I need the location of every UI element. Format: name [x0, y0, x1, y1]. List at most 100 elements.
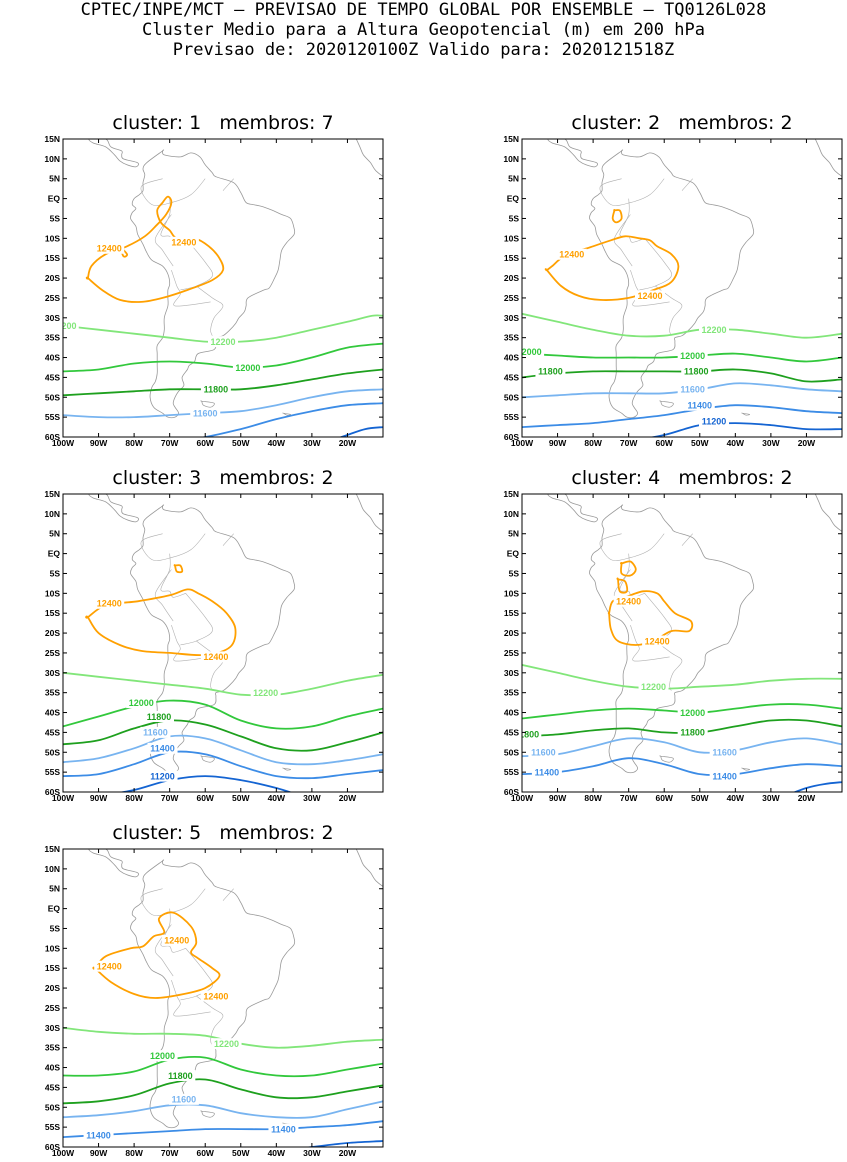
header-line-1: CPTEC/INPE/MCT — PREVISAO DE TEMPO GLOBA…	[80, 0, 767, 20]
map-layer: 12400 12400 12200 12000 11800 11600 11400 11200	[63, 494, 383, 792]
contour-label-12000: 12000	[680, 708, 705, 718]
country-border	[160, 908, 186, 953]
contour-12400	[85, 588, 237, 657]
contour-label-12400: 12400	[203, 652, 228, 662]
lon-tick-label: 100W	[511, 793, 534, 803]
contour-12200	[63, 314, 383, 344]
contour-11800	[63, 719, 383, 752]
contour-label-12000: 12000	[517, 347, 542, 357]
coastline-south-america	[589, 149, 755, 419]
lat-tick-label: 10N	[503, 154, 519, 164]
country-border	[681, 178, 693, 191]
lon-tick-label: 40W	[727, 793, 745, 803]
lon-tick-label: 60W	[655, 793, 673, 803]
contour-label-bg	[677, 707, 708, 719]
lat-tick-label: 50S	[45, 747, 60, 757]
lat-tick-label: 20S	[504, 273, 519, 283]
lat-tick-label: 45S	[45, 1082, 60, 1092]
country-border	[222, 178, 234, 191]
contour-label-bg	[83, 1129, 114, 1141]
contour-12400	[92, 911, 221, 999]
lat-tick-label: 40S	[504, 708, 519, 718]
country-border	[171, 980, 211, 1017]
lon-tick-label: 40W	[268, 1148, 286, 1158]
contour-label-bg	[94, 597, 125, 609]
lon-tick-label: 90W	[90, 438, 108, 448]
contour-label-12200: 12200	[253, 688, 278, 698]
panel-title: cluster: 2 membros: 2	[571, 112, 793, 134]
map-layer: 12400 12400 12200 12000 12000 11800 11800 11600…	[517, 139, 842, 437]
contour-label-11400: 11400	[86, 1130, 111, 1140]
island-outline	[139, 837, 167, 845]
lon-tick-label: 30W	[303, 793, 321, 803]
lat-tick-label: 25S	[504, 648, 519, 658]
lat-tick-label: 10S	[45, 233, 60, 243]
lat-tick-label: 45S	[45, 372, 60, 382]
contour-label-11800: 11800	[680, 728, 705, 738]
lon-tick-label: 100W	[52, 438, 75, 448]
contour-12000	[63, 1055, 383, 1078]
lon-tick-label: 50W	[232, 793, 250, 803]
contour-label-bg	[699, 324, 729, 336]
country-border	[655, 640, 683, 691]
lat-tick-label: 55S	[45, 1122, 60, 1132]
map-plot: 12400 12400 12200 12000 11800 11600 11400 11200…	[44, 489, 384, 803]
lat-tick-label: 55S	[504, 412, 519, 422]
contour-11200	[338, 426, 383, 437]
contour-label-bg	[638, 681, 669, 693]
contour-label-11400: 11400	[712, 771, 737, 781]
coastline-central-america	[88, 494, 139, 523]
country-border	[599, 533, 665, 561]
country-border	[160, 553, 186, 598]
header-line-3: Previsao de: 2020120100Z Valido para: 20…	[172, 40, 675, 60]
contour-label-11800: 11800	[684, 367, 709, 377]
country-border	[154, 569, 174, 622]
country-border	[639, 238, 672, 291]
lat-tick-label: 15S	[45, 963, 60, 973]
lat-tick-label: 40S	[45, 1063, 60, 1073]
lat-tick-label: 30S	[504, 668, 519, 678]
coastline-south-america	[589, 504, 755, 774]
lat-tick-label: 60S	[504, 432, 519, 442]
lat-tick-label: 30S	[45, 668, 60, 678]
contour-label-bg	[94, 242, 125, 254]
contour-label-bg	[681, 365, 712, 377]
contour-label-12200: 12200	[214, 1039, 239, 1049]
contour-label-bg	[190, 407, 221, 419]
lon-tick-label: 70W	[161, 438, 179, 448]
contour-label-bg	[677, 383, 708, 395]
coastline-africa	[814, 494, 842, 532]
lat-tick-label: 10S	[45, 943, 60, 953]
lat-tick-label: 45S	[504, 727, 519, 737]
contour-12200	[522, 664, 842, 690]
lon-tick-label: 30W	[762, 793, 780, 803]
lat-tick-label: 50S	[45, 1102, 60, 1112]
country-border	[196, 995, 224, 1046]
contour-11400	[522, 404, 842, 428]
contour-label-bg	[268, 1123, 299, 1135]
contour-label-11600: 11600	[193, 408, 218, 418]
lon-tick-label: 70W	[620, 793, 638, 803]
lat-tick-label: 20S	[45, 273, 60, 283]
lat-tick-label: 35S	[45, 333, 60, 343]
country-border	[222, 533, 234, 546]
map-plot: 12400 12400 12200 12000 1800 11800 11600 11600 1…	[503, 489, 843, 803]
lat-tick-label: 15N	[503, 134, 519, 144]
contour-label-12400: 12400	[203, 991, 228, 1001]
lon-tick-label: 60W	[196, 793, 214, 803]
lon-tick-label: 40W	[268, 793, 286, 803]
cluster-panel-4: cluster: 4 membros: 2 12400 12400 12200 120…	[459, 467, 843, 807]
lon-tick-label: 20W	[339, 793, 357, 803]
country-border	[196, 285, 224, 336]
contour-label-bg	[684, 399, 715, 411]
contour-label-bg	[200, 383, 231, 395]
lon-tick-label: 80W	[584, 793, 602, 803]
contour-label-11800: 11800	[204, 385, 229, 395]
map-layer: 12400 12400 12200 12000 1800 11800 11600 11600 1…	[522, 494, 842, 792]
contour-12000	[63, 342, 383, 373]
contour-label-11600: 11600	[172, 1095, 197, 1105]
lat-tick-label: 60S	[45, 1142, 60, 1152]
contour-label-11800: 11800	[538, 367, 563, 377]
contour-label-11600: 11600	[531, 748, 556, 758]
lat-tick-label: 55S	[45, 412, 60, 422]
